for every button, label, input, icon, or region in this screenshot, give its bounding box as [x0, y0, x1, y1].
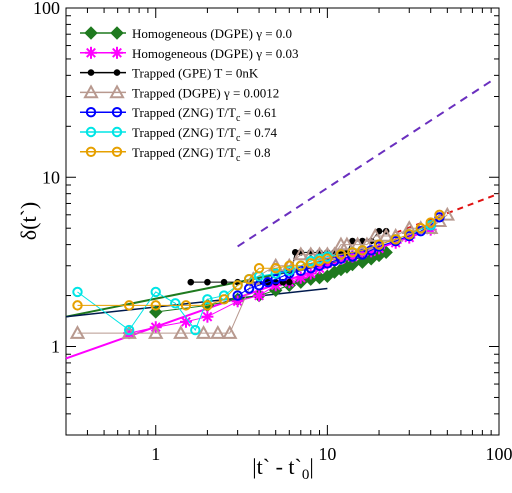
legend: Homogeneous (DGPE) γ = 0.0 Homogeneous (D…	[80, 26, 299, 164]
data-point	[425, 217, 436, 228]
data-point-stroke	[181, 316, 191, 327]
data-point	[87, 69, 95, 76]
data-point	[434, 209, 445, 220]
data-point	[284, 260, 295, 271]
data-point-stroke	[254, 290, 265, 301]
y-tick-label: 10	[42, 167, 60, 187]
x-tick-label: 100	[486, 444, 512, 464]
data-point	[111, 46, 123, 59]
data-point	[187, 278, 195, 286]
fit-line	[237, 80, 492, 248]
data-point	[243, 273, 255, 285]
data-point	[173, 325, 189, 339]
data-point	[150, 286, 161, 298]
data-point	[72, 286, 83, 298]
data-point	[72, 300, 83, 311]
data-point	[347, 247, 358, 258]
data-point	[85, 107, 97, 118]
y-tick-label: 1	[51, 337, 60, 357]
data-point	[270, 268, 281, 279]
data-point	[367, 227, 383, 242]
data-point	[295, 265, 306, 277]
legend-label: Homogeneous (DGPE) γ = 0.03	[132, 46, 299, 61]
data-point	[111, 126, 123, 138]
data-point	[202, 300, 213, 311]
data-point	[270, 263, 281, 274]
y-tick-label: 100	[33, 0, 60, 18]
data-point	[232, 280, 243, 291]
data-point	[404, 229, 415, 240]
legend-label: Trapped (ZNG) T/Tc = 0.74	[132, 125, 278, 144]
y-axis-label: δ(t`)	[16, 202, 41, 240]
plot-frame	[65, 7, 500, 436]
data-point	[150, 300, 161, 311]
data-point	[335, 249, 347, 260]
data-point	[85, 46, 97, 59]
x-tick-label: 10	[318, 444, 336, 464]
data-point	[113, 69, 121, 76]
data-point	[204, 278, 211, 286]
data-point	[293, 246, 309, 261]
data-point	[109, 84, 125, 99]
data-series	[69, 206, 456, 340]
data-point	[401, 220, 417, 235]
data-point	[322, 253, 333, 264]
data-point	[190, 324, 201, 336]
data-point	[123, 324, 135, 336]
data-point	[390, 234, 401, 245]
data-point	[201, 310, 214, 323]
data-point	[305, 263, 316, 274]
legend-label: Trapped (DGPE) γ = 0.0012	[132, 85, 279, 100]
data-point-stroke	[314, 263, 325, 274]
data-point	[220, 278, 228, 286]
data-point	[180, 300, 192, 311]
data-point	[110, 26, 124, 40]
axis-ticks: 1 10 100 1 10 100	[33, 0, 512, 464]
data-point	[85, 126, 97, 138]
data-point	[253, 289, 266, 302]
data-point	[148, 325, 164, 339]
data-point	[195, 325, 212, 339]
data-point	[378, 227, 394, 242]
data-point-stroke	[112, 47, 122, 58]
data-point	[210, 325, 226, 339]
data-point	[84, 26, 98, 40]
legend-label: Trapped (ZNG) T/Tc = 0.8	[132, 145, 271, 164]
data-point	[415, 223, 426, 234]
data-point-stroke	[86, 47, 96, 58]
data-point	[373, 239, 385, 250]
data-point	[357, 245, 368, 256]
data-point-stroke	[202, 311, 213, 322]
data-point	[218, 294, 230, 305]
data-point	[69, 325, 86, 339]
fit-line	[395, 192, 500, 234]
fit-line	[65, 287, 328, 318]
legend-label: Homogeneous (DGPE) γ = 0.0	[132, 26, 292, 41]
data-point	[123, 300, 135, 311]
data-point	[284, 265, 295, 277]
x-axis-label: |t` - t`0|	[252, 454, 314, 483]
data-point	[83, 84, 99, 99]
data-point	[111, 107, 123, 118]
data-point	[232, 290, 243, 301]
data-point	[85, 146, 97, 158]
x-tick-label: 1	[151, 444, 160, 464]
data-point	[253, 263, 265, 274]
legend-label: Trapped (ZNG) T/Tc = 0.61	[132, 105, 277, 124]
data-point	[202, 294, 213, 305]
data-point	[111, 146, 123, 158]
series	[72, 209, 445, 311]
data-point	[170, 298, 181, 309]
data-point	[285, 278, 293, 286]
legend-label: Trapped (GPE) T = 0nK	[132, 66, 259, 81]
data-point	[295, 260, 306, 271]
data-point	[349, 237, 356, 245]
data-point	[222, 325, 238, 339]
data-point	[339, 236, 355, 251]
